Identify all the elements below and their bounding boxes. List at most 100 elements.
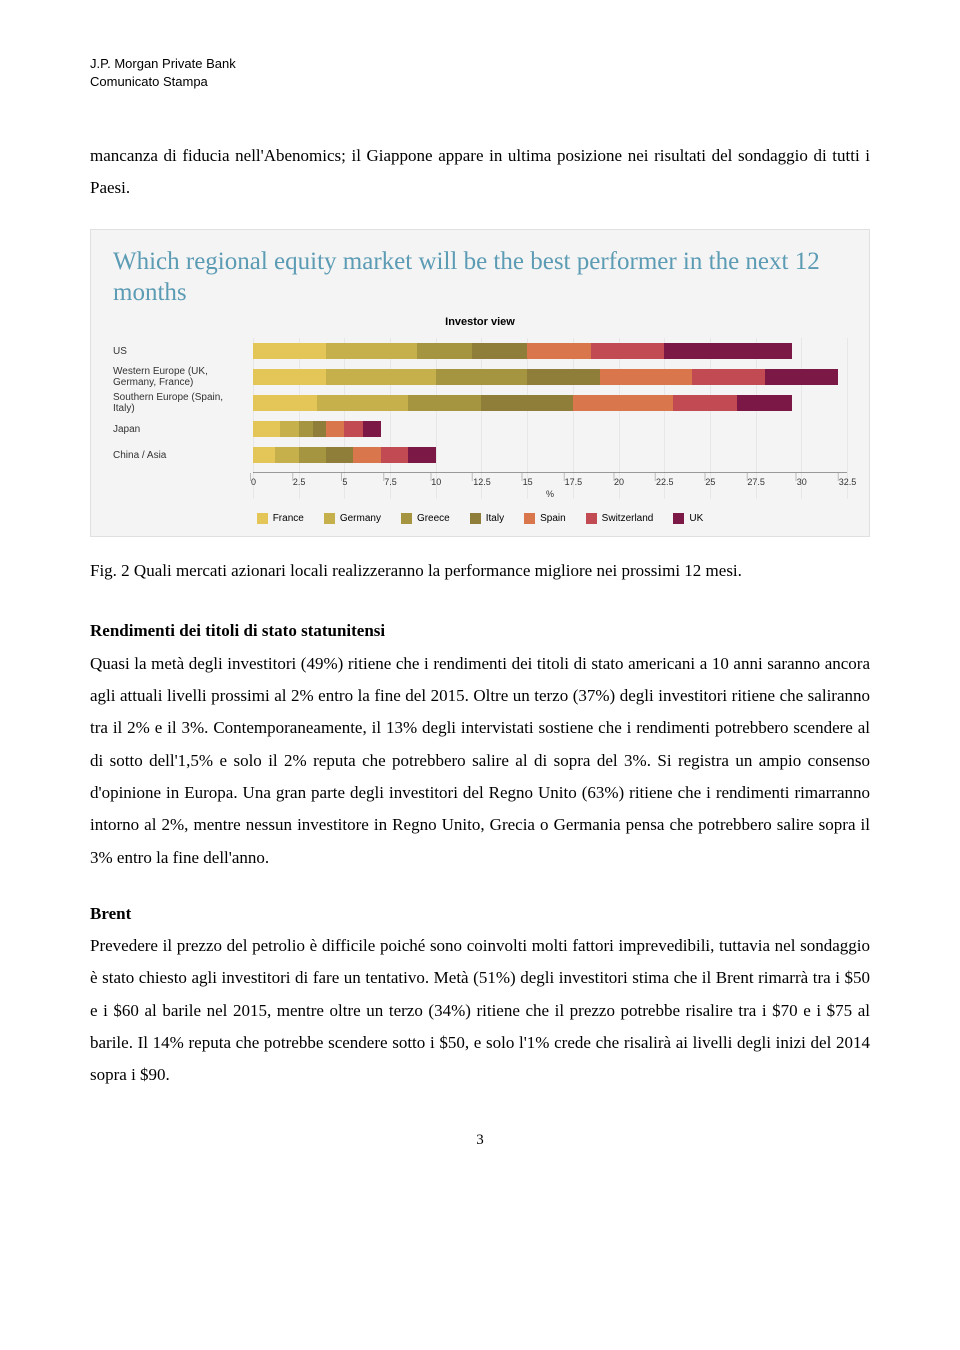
axis-tick: 15 <box>522 473 533 481</box>
bar-segment <box>472 343 527 359</box>
chart-row-label: Western Europe (UK, Germany, France) <box>113 364 253 390</box>
legend-item: UK <box>673 513 703 524</box>
bar-segment <box>326 421 344 437</box>
axis-tick: 32.5 <box>838 473 857 481</box>
bar-segment <box>527 369 600 385</box>
chart-plot: 02.557.51012.51517.52022.52527.53032.5 % <box>253 338 847 499</box>
bar-segment <box>664 343 792 359</box>
bar-segment <box>481 395 572 411</box>
page-number: 3 <box>90 1132 870 1149</box>
legend-swatch <box>586 513 597 524</box>
legend-item: Italy <box>470 513 504 524</box>
bar-segment <box>573 395 674 411</box>
bar-segment <box>275 447 299 463</box>
chart-row <box>253 364 847 390</box>
bar-segment <box>253 369 326 385</box>
chart-legend: France Germany Greece Italy Spain Switzerland… <box>113 513 847 524</box>
legend-swatch <box>324 513 335 524</box>
bar-segment <box>317 395 408 411</box>
axis-tick: 7.5 <box>383 473 397 481</box>
axis-tick: 17.5 <box>564 473 583 481</box>
chart-row-label: Southern Europe (Spain, Italy) <box>113 390 253 416</box>
intro-paragraph: mancanza di fiducia nell'Abenomics; il G… <box>90 140 870 205</box>
bar-segment <box>436 369 527 385</box>
legend-item: Spain <box>524 513 566 524</box>
legend-label: UK <box>689 513 703 524</box>
legend-label: Germany <box>340 513 381 524</box>
legend-swatch <box>524 513 535 524</box>
chart-card: Which regional equity market will be the… <box>90 229 870 538</box>
axis-tick: 22.5 <box>655 473 674 481</box>
chart-subtitle: Investor view <box>113 316 847 328</box>
bar-segment <box>591 343 664 359</box>
chart-x-axis-label: % <box>253 489 847 499</box>
axis-tick: 20 <box>613 473 624 481</box>
axis-tick: 30 <box>796 473 807 481</box>
header-line1: J.P. Morgan Private Bank <box>90 55 870 73</box>
bar-segment <box>326 447 353 463</box>
legend-item: Germany <box>324 513 381 524</box>
bar-segment <box>600 369 691 385</box>
chart-bars <box>253 338 847 468</box>
bar-segment <box>253 447 275 463</box>
bar-segment <box>381 447 408 463</box>
document-header: J.P. Morgan Private Bank Comunicato Stam… <box>90 55 870 90</box>
bar-segment <box>765 369 838 385</box>
legend-swatch <box>673 513 684 524</box>
axis-tick: 10 <box>430 473 441 481</box>
figure-caption: Fig. 2 Quali mercati azionari locali rea… <box>90 555 870 587</box>
chart-body: USWestern Europe (UK, Germany, France)So… <box>113 338 847 499</box>
bar-segment <box>253 421 280 437</box>
chart-row <box>253 338 847 364</box>
chart-row-label: Japan <box>113 416 253 442</box>
chart-y-labels: USWestern Europe (UK, Germany, France)So… <box>113 338 253 499</box>
bar-segment <box>344 421 362 437</box>
axis-tick: 27.5 <box>746 473 765 481</box>
legend-swatch <box>257 513 268 524</box>
bar-segment <box>326 343 417 359</box>
header-line2: Comunicato Stampa <box>90 73 870 91</box>
page: J.P. Morgan Private Bank Comunicato Stam… <box>0 0 960 1189</box>
legend-label: Italy <box>486 513 504 524</box>
bar-segment <box>737 395 792 411</box>
axis-tick: 12.5 <box>472 473 491 481</box>
legend-item: France <box>257 513 304 524</box>
legend-label: France <box>273 513 304 524</box>
section2-body: Prevedere il prezzo del petrolio è diffi… <box>90 930 870 1091</box>
bar-segment <box>692 369 765 385</box>
legend-swatch <box>401 513 412 524</box>
bar-segment <box>527 343 591 359</box>
axis-tick: 25 <box>704 473 715 481</box>
legend-label: Spain <box>540 513 566 524</box>
bar-segment <box>408 395 481 411</box>
bar-segment <box>326 369 436 385</box>
bar-segment <box>313 421 326 437</box>
bar-segment <box>299 447 326 463</box>
chart-row <box>253 442 847 468</box>
section1-body: Quasi la metà degli investitori (49%) ri… <box>90 648 870 874</box>
chart-row-label: China / Asia <box>113 442 253 468</box>
legend-item: Switzerland <box>586 513 654 524</box>
legend-label: Greece <box>417 513 450 524</box>
chart-x-axis: 02.557.51012.51517.52022.52527.53032.5 <box>253 472 847 487</box>
chart-row-label: US <box>113 338 253 364</box>
bar-segment <box>673 395 737 411</box>
legend-label: Switzerland <box>602 513 654 524</box>
bar-segment <box>363 421 381 437</box>
section1-title: Rendimenti dei titoli di stato statunite… <box>90 615 870 647</box>
axis-tick: 5 <box>341 473 347 481</box>
legend-item: Greece <box>401 513 450 524</box>
bar-segment <box>408 447 435 463</box>
legend-swatch <box>470 513 481 524</box>
bar-segment <box>253 343 326 359</box>
section2-title: Brent <box>90 898 870 930</box>
axis-tick: 2.5 <box>292 473 306 481</box>
bar-segment <box>280 421 298 437</box>
bar-segment <box>417 343 472 359</box>
axis-tick: 0 <box>250 473 256 481</box>
bar-segment <box>253 395 317 411</box>
bar-segment <box>353 447 380 463</box>
chart-title: Which regional equity market will be the… <box>113 246 847 309</box>
bar-segment <box>299 421 314 437</box>
chart-row <box>253 390 847 416</box>
